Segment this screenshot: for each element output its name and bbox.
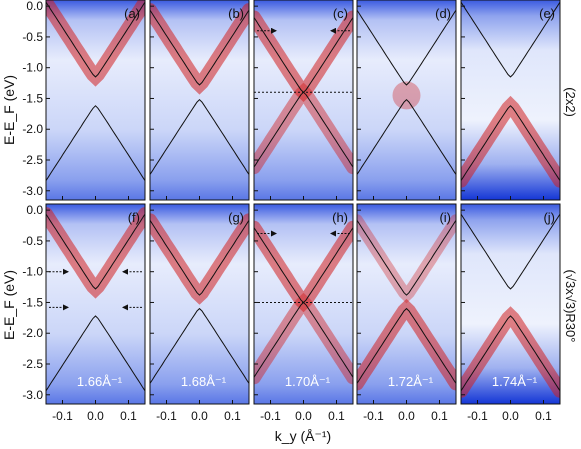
center-intensity (392, 81, 421, 110)
lower-band-line (461, 105, 560, 181)
upper-band-line (357, 9, 456, 86)
upper-band-line (461, 1, 560, 78)
y-tick-label: -3.0 (22, 184, 43, 198)
panel-e: (e) (460, 0, 561, 201)
x-tick-label: 0.1 (535, 409, 552, 423)
momentum-label: 1.68Å⁻¹ (181, 374, 227, 389)
x-tick-label: -0.1 (260, 409, 281, 423)
x-tick-label: -0.1 (52, 409, 73, 423)
y-axis-title-top: E-E_F (eV) (1, 75, 17, 145)
row-label-2x2: (2x2) (563, 87, 578, 117)
momentum-label: 1.66Å⁻¹ (77, 374, 123, 389)
x-tick-label: 0.0 (398, 409, 415, 423)
lower-band-line (357, 307, 456, 384)
y-tick-label: -1.0 (22, 61, 43, 75)
x-axis-ticks: -0.1 0.0 0.1 -0.1 0.0 0.1 -0.1 0.0 0.1 -0.1 0.0 0.1… (52, 409, 552, 423)
lower-band-line (150, 99, 249, 175)
x-tick-label: 0.0 (502, 409, 519, 423)
panel-label: (c) (333, 6, 348, 21)
panel-j: (j) 1.74Å⁻¹ (460, 203, 561, 405)
lower-band-line (357, 99, 456, 175)
panel-c: (c) (253, 0, 354, 201)
momentum-label: 1.74Å⁻¹ (492, 374, 538, 389)
panel-h: (h) 1.70Å⁻¹ (253, 203, 354, 405)
x-tick-label: 0.1 (431, 409, 448, 423)
y-axis-title-bottom: E-E_F (eV) (1, 270, 17, 340)
upper-band-line (357, 220, 456, 296)
lower-band-line (461, 315, 560, 392)
upper-band-line (150, 9, 249, 86)
upper-band-line (46, 213, 145, 290)
lower-band-line (46, 105, 145, 181)
momentum-label: 1.72Å⁻¹ (388, 374, 434, 389)
x-tick-label: 0.1 (328, 409, 345, 423)
x-tick-label: 0.1 (120, 409, 137, 423)
panel-label: (g) (228, 210, 244, 225)
y-tick-label: -2.5 (22, 153, 43, 167)
panel-d: (d) (356, 0, 457, 201)
y-axis-ticks-bottom: 0.0 -0.5 -1.0 -1.5 -2.0 -2.5 -3.0 (22, 203, 43, 402)
y-tick-label: -2.5 (22, 357, 43, 371)
y-tick-label: -1.5 (22, 91, 43, 105)
panel-label: (f) (128, 210, 140, 225)
panel-a: (a) (45, 0, 146, 201)
y-tick-label: -0.5 (22, 234, 43, 248)
y-tick-label: 0.0 (26, 203, 43, 217)
x-tick-label: 0.0 (191, 409, 208, 423)
y-tick-label: 0.0 (26, 0, 43, 13)
y-tick-label: -3.0 (22, 388, 43, 402)
panel-label: (d) (435, 6, 451, 21)
x-tick-label: -0.1 (363, 409, 384, 423)
y-tick-label: -2.0 (22, 122, 43, 136)
panel-label: (a) (124, 6, 140, 21)
upper-band-line (150, 220, 249, 296)
panel-i: (i) 1.72Å⁻¹ (356, 203, 457, 405)
lower-band-line (46, 315, 145, 392)
x-axis-title: k_y (Å⁻¹) (275, 428, 331, 444)
x-tick-label: 0.1 (224, 409, 241, 423)
panel-g: (g) 1.68Å⁻¹ (149, 203, 250, 405)
x-tick-label: 0.0 (87, 409, 104, 423)
y-tick-label: -1.0 (22, 265, 43, 279)
panel-label: (j) (543, 210, 555, 225)
upper-band-line (461, 213, 560, 290)
x-tick-label: -0.1 (467, 409, 488, 423)
panel-f: (f) 1.66Å⁻¹ (45, 203, 146, 405)
x-tick-label: 0.0 (295, 409, 312, 423)
panel-b: (b) (149, 0, 250, 201)
y-tick-label: -2.0 (22, 326, 43, 340)
panel-label: (e) (539, 6, 555, 21)
y-axis-ticks-top: 0.0 -0.5 -1.0 -1.5 -2.0 -2.5 -3.0 (22, 0, 43, 198)
panel-label: (h) (332, 210, 348, 225)
row-label-sqrt3: (√3x√3)R30° (563, 270, 578, 343)
y-tick-label: -0.5 (22, 30, 43, 44)
x-tick-label: -0.1 (156, 409, 177, 423)
lower-band-line (150, 307, 249, 384)
panel-label: (i) (439, 210, 451, 225)
upper-band-line (46, 1, 145, 78)
y-tick-label: -1.5 (22, 295, 43, 309)
panels-group: (a) (b) (c) (d) (e) (f) 1.66Å⁻¹ (g) 1.68Å⁻¹ (h) 1.… (45, 0, 561, 405)
momentum-label: 1.70Å⁻¹ (285, 374, 331, 389)
panel-label: (b) (228, 6, 244, 21)
